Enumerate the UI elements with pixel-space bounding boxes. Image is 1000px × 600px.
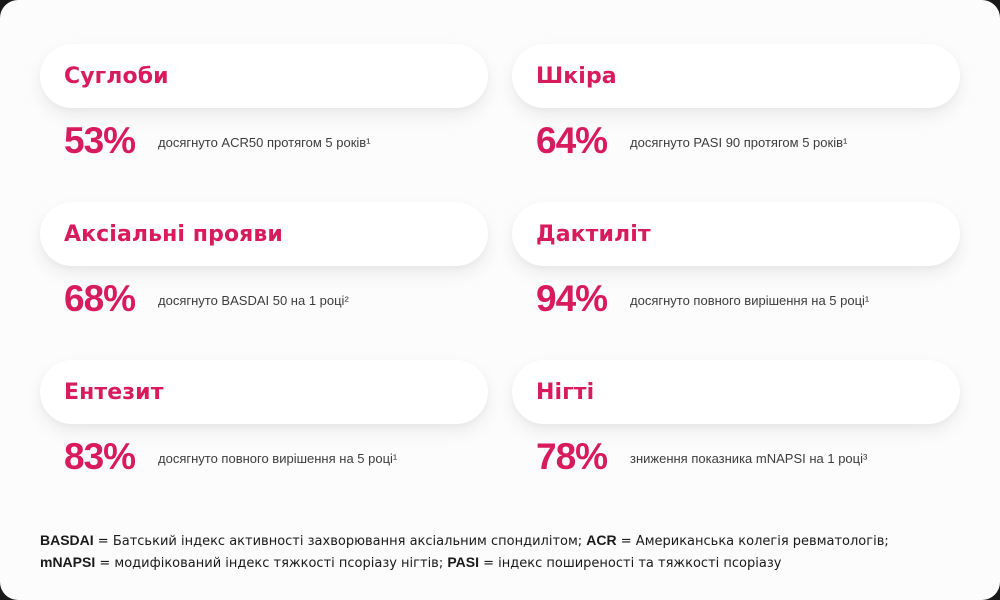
footnote-line-1: BASDAI = Батський індекс активності захв… [40,530,889,552]
card-stat: 68% досягнуто BASDAI 50 на 1 році² [64,278,349,320]
card-title-pill: Дактиліт [512,202,960,266]
stat-description: досягнуто повного вирішення на 5 році¹ [630,292,870,308]
stat-description: зниження показника mNAPSI на 1 році³ [630,450,868,466]
card-stat: 64% досягнуто PASI 90 протягом 5 років¹ [536,120,847,162]
abbr-mnapsi: mNAPSI [40,554,96,570]
card-title-pill: Ентезит [40,360,488,424]
abbr-pasi-definition: = індекс поширеності та тяжкості псоріаз… [479,556,782,571]
card-title: Суглоби [64,63,169,89]
abbr-basdai-definition: = Батський індекс активності захворюванн… [93,534,587,549]
stat-description: досягнуто PASI 90 протягом 5 років¹ [630,134,848,150]
stat-description: досягнуто ACR50 протягом 5 років¹ [158,134,371,150]
card-stat: 53% досягнуто ACR50 протягом 5 років¹ [64,120,371,162]
abbr-mnapsi-definition: = модифікований індекс тяжкості псоріазу… [95,556,448,571]
stat-percentage: 94% [536,278,608,319]
card-title: Дактиліт [536,221,651,247]
abbreviations-footnote: BASDAI = Батський індекс активності захв… [40,530,889,574]
card-title-pill: Аксіальні прояви [40,202,488,266]
card-stat: 94% досягнуто повного вирішення на 5 роц… [536,278,869,320]
abbr-acr-definition: = Американська колегія ревматологів; [616,534,889,549]
abbr-acr: ACR [586,532,617,548]
card-stat: 78% зниження показника mNAPSI на 1 році³ [536,436,867,478]
card-title-pill: Нігті [512,360,960,424]
stat-percentage: 64% [536,120,608,161]
abbr-pasi: PASI [447,554,479,570]
stat-percentage: 78% [536,436,608,477]
footnote-line-2: mNAPSI = модифікований індекс тяжкості п… [40,552,889,574]
card-title: Шкіра [536,63,617,89]
card-title: Нігті [536,379,595,405]
stat-percentage: 68% [64,278,136,319]
abbr-basdai: BASDAI [40,532,94,548]
stat-description: досягнуто BASDAI 50 на 1 році² [158,292,349,308]
card-stat: 83% досягнуто повного вирішення на 5 роц… [64,436,397,478]
stat-description: досягнуто повного вирішення на 5 році¹ [158,450,398,466]
card-title: Ентезит [64,379,164,405]
card-title-pill: Шкіра [512,44,960,108]
card-title: Аксіальні прояви [64,221,283,247]
stat-percentage: 53% [64,120,136,161]
stat-percentage: 83% [64,436,136,477]
card-title-pill: Суглоби [40,44,488,108]
